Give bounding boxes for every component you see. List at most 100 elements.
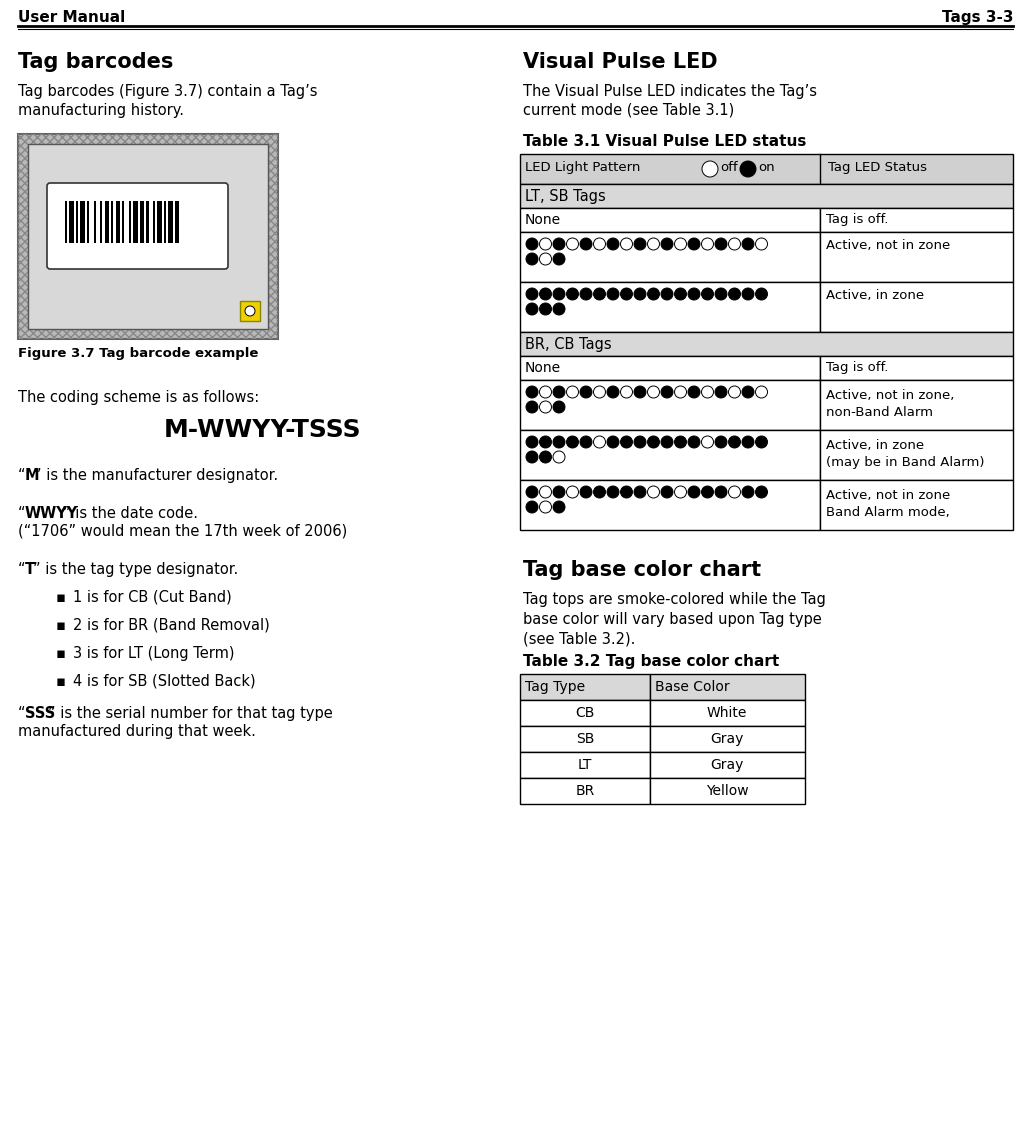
Circle shape [661,238,673,250]
Bar [146,201,148,243]
Bar [820,232,1013,282]
Text: Tag is off.: Tag is off. [826,212,889,226]
Text: off: off [720,160,737,174]
Circle shape [539,401,552,412]
Bar [65,201,67,243]
Circle shape [621,386,632,398]
Circle shape [729,288,740,299]
Text: Gray: Gray [710,732,743,746]
Circle shape [580,288,592,299]
Circle shape [647,436,660,447]
Text: Tag Type: Tag Type [525,680,586,694]
Circle shape [526,238,538,250]
Bar [158,201,162,243]
Text: Table 3.2 Tag base color chart: Table 3.2 Tag base color chart [523,654,779,669]
Circle shape [553,501,565,513]
Circle shape [539,486,552,498]
Circle shape [716,288,727,299]
Circle shape [634,386,646,398]
Bar [80,201,85,243]
Circle shape [553,386,565,398]
Circle shape [553,401,565,412]
Circle shape [674,288,687,299]
Text: manufactured during that week.: manufactured during that week. [18,724,256,739]
Circle shape [553,288,565,299]
Circle shape [756,486,767,498]
Bar [168,201,173,243]
Bar [28,144,268,329]
Bar [164,201,166,243]
Circle shape [674,436,687,447]
Bar [520,356,820,380]
Circle shape [526,501,538,513]
Text: “: “ [18,468,26,483]
Circle shape [688,436,700,447]
Circle shape [539,386,552,398]
Circle shape [701,238,713,250]
Text: 2 is for BR (Band Removal): 2 is for BR (Band Removal) [73,618,270,633]
Text: Table 3.1 Visual Pulse LED status: Table 3.1 Visual Pulse LED status [523,134,806,149]
Text: ” is the tag type designator.: ” is the tag type designator. [33,562,238,577]
Bar [129,201,131,243]
Circle shape [553,451,565,463]
Bar [520,332,1013,356]
Bar [76,201,78,243]
Circle shape [756,238,767,250]
Text: 4 is for SB (Slotted Back): 4 is for SB (Slotted Back) [73,673,256,689]
Text: CB: CB [575,706,595,720]
Circle shape [647,486,660,498]
Text: Tags 3-3: Tags 3-3 [941,10,1013,25]
Text: ▪: ▪ [56,590,66,605]
Text: 3 is for LT (Long Term): 3 is for LT (Long Term) [73,646,234,661]
Circle shape [566,288,578,299]
Circle shape [607,436,619,447]
Circle shape [594,288,605,299]
Circle shape [553,238,565,250]
Circle shape [740,160,756,177]
Circle shape [526,386,538,398]
Circle shape [661,486,673,498]
Circle shape [539,436,552,447]
Bar [100,201,102,243]
Circle shape [539,288,552,299]
Circle shape [661,386,673,398]
Bar [520,282,820,332]
Text: SB: SB [575,732,594,746]
Circle shape [621,288,632,299]
Circle shape [756,436,767,447]
Circle shape [621,436,632,447]
Circle shape [688,238,700,250]
Circle shape [580,436,592,447]
Text: Tag barcodes (Figure 3.7) contain a Tag’s
manufacturing history.: Tag barcodes (Figure 3.7) contain a Tag’… [18,84,318,118]
Bar [520,725,650,751]
Circle shape [716,486,727,498]
Circle shape [701,436,713,447]
Circle shape [607,486,619,498]
Text: ” is the serial number for that tag type: ” is the serial number for that tag type [48,706,333,721]
Text: M: M [25,468,39,483]
Circle shape [607,386,619,398]
Circle shape [594,436,605,447]
Bar [240,301,260,321]
Text: 1 is for CB (Cut Band): 1 is for CB (Cut Band) [73,590,232,605]
Text: BR, CB Tags: BR, CB Tags [525,337,611,353]
Circle shape [580,486,592,498]
Bar [820,380,1013,431]
Circle shape [661,288,673,299]
Circle shape [702,160,718,177]
Text: “: “ [18,506,26,521]
Circle shape [742,288,754,299]
Text: Active, not in zone: Active, not in zone [826,238,951,252]
Circle shape [539,238,552,250]
Circle shape [526,451,538,463]
Circle shape [647,386,660,398]
Circle shape [756,386,767,398]
Text: Yellow: Yellow [705,784,749,798]
Text: LT: LT [577,758,592,772]
Bar [140,201,144,243]
Circle shape [634,486,646,498]
Bar [520,154,1013,184]
Circle shape [716,386,727,398]
Bar [820,208,1013,232]
Circle shape [580,386,592,398]
